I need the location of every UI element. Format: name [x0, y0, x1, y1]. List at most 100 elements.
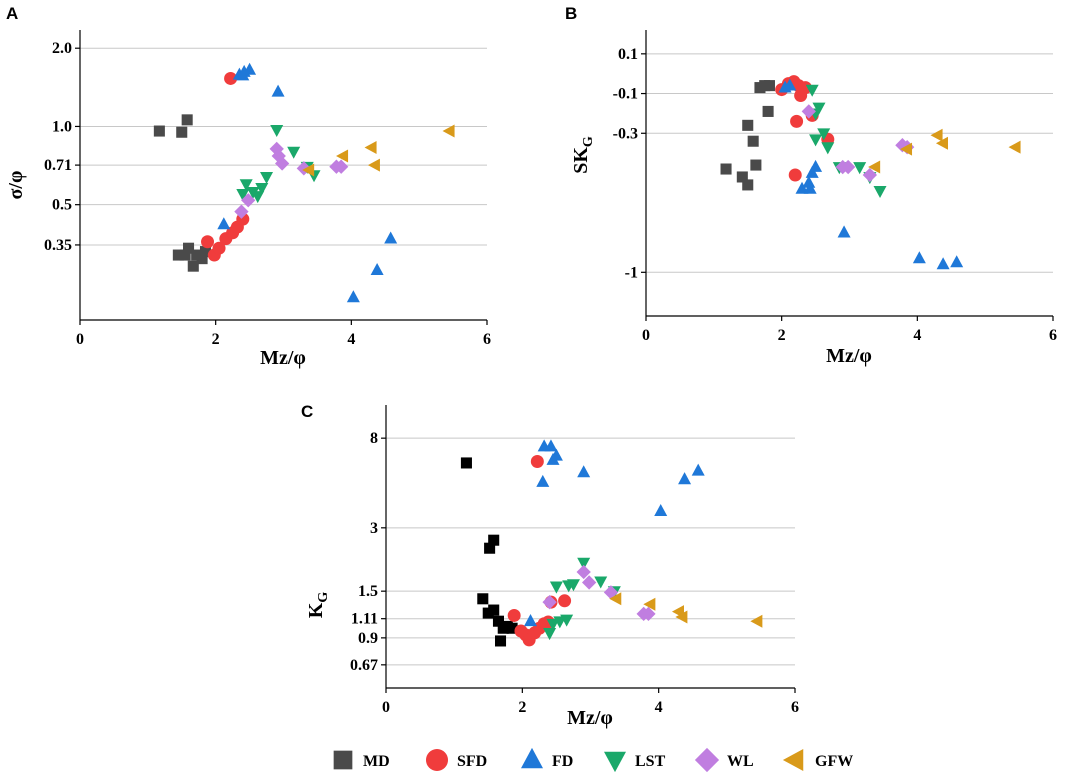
panel-c-x-tick-label: 2	[518, 699, 526, 716]
panel-b-point-fd	[912, 251, 926, 264]
panel-c-y-tick-label: 1.11	[351, 611, 378, 628]
panel-c-point-fd	[678, 472, 692, 485]
legend-label: MD	[363, 753, 390, 770]
panel-c-y-title: KG	[305, 592, 331, 619]
panel-c-point-fd	[691, 463, 705, 476]
panel-c-y-tick-label: 1.5	[358, 583, 378, 600]
legend: MD SFD FD LST WL GFW	[333, 747, 853, 773]
diamond-icon	[694, 747, 720, 773]
panel-c-point-md	[477, 593, 489, 605]
legend-label: WL	[727, 753, 754, 770]
panel-c-point-lst	[566, 579, 580, 592]
panel-a-point-lst	[287, 146, 301, 159]
panel-c-point-fd	[524, 614, 538, 627]
panel-a-y-tick-label: 0.71	[44, 157, 72, 174]
panel-c-point-fd	[536, 474, 550, 487]
panel-c-point-wl	[576, 564, 591, 580]
panel-c-y-tick-label: 0.9	[358, 630, 378, 647]
circle-icon	[426, 749, 448, 771]
panel-b-y-tick-label: 0.1	[618, 46, 638, 63]
panel-a-y-title: σ/φ	[5, 171, 27, 200]
panel-c-x-tick-label: 6	[791, 699, 799, 716]
panel-b-point-md	[742, 179, 754, 191]
panel-b-point-lst	[821, 142, 835, 155]
panel-b-y-tick-label: -0.3	[613, 125, 638, 142]
panel-a-point-lst	[270, 125, 284, 138]
panel-c-point-fd	[544, 439, 558, 452]
panel-b-point-wl	[840, 159, 856, 175]
panel-c-grid	[386, 437, 795, 666]
panel-c-label: C	[301, 402, 313, 421]
panel-a-x-tick-label: 2	[212, 331, 220, 348]
panel-c-x-tick-label: 0	[382, 699, 390, 716]
panel-a-point-fd	[217, 217, 231, 230]
panel-a-point-wl	[241, 193, 256, 208]
panel-b-point-fd	[803, 181, 817, 194]
panel-c-point-gfw	[643, 597, 656, 611]
panel-a-point-fd	[384, 231, 398, 244]
panel-b-point-fd	[795, 181, 809, 194]
panel-b-x-tick-label: 0	[642, 327, 650, 344]
panel-a-point-wl	[334, 159, 349, 174]
panel-a-point-fd	[236, 68, 250, 81]
panel-b-point-lst	[812, 102, 826, 115]
panel-a-point-sfd	[224, 71, 238, 85]
panel-a-point-sfd	[212, 241, 226, 255]
panel-a-point-fd	[271, 84, 285, 97]
panel-b-point-gfw	[900, 142, 913, 156]
panel-c-y-title-sub: G	[316, 592, 331, 603]
square-icon	[333, 750, 353, 770]
panel-c-y-tick-label: 0.67	[350, 657, 378, 674]
panel-a-point-wl	[274, 156, 290, 171]
panel-c-point-gfw	[675, 610, 688, 624]
panel-c-y-title-main: K	[305, 602, 327, 618]
panel-a-point-md	[196, 253, 208, 265]
panel-a-point-gfw	[302, 163, 315, 177]
panel-a-point-gfw	[336, 149, 349, 163]
panel-b-point-fd	[802, 175, 816, 188]
panel-c-x-tick-label: 4	[655, 699, 663, 716]
panel-a: A 0.35 0.5 0.71 1.0 2.0 0 2 4 6 Mz/φ σ/φ	[5, 4, 491, 369]
legend-item-wl: WL	[694, 747, 754, 773]
panel-c-point-gfw	[750, 614, 763, 628]
panel-b-point-sfd	[788, 168, 802, 182]
panel-b-point-lst	[805, 84, 819, 97]
panel-b-y-title-main: SK	[570, 147, 592, 174]
panel-b-point-wl	[801, 104, 816, 119]
panel-a-points	[153, 62, 455, 303]
panel-a-label: A	[6, 4, 18, 23]
panel-a-point-md	[176, 126, 188, 138]
panel-c-points	[460, 439, 763, 647]
panel-b-label: B	[565, 4, 577, 23]
panel-b-y-tick-label: -0.1	[613, 86, 638, 103]
panel-b-point-lst	[873, 186, 887, 199]
panel-b-ticks: 0.1 -0.1 -0.3 -1 0 2 4 6	[613, 46, 1057, 344]
panel-b: B 0.1 -0.1 -0.3 -1 0 2 4 6 Mz/φ SKG	[565, 4, 1057, 367]
panel-c-point-lst	[594, 576, 608, 589]
panel-b-point-md	[762, 105, 774, 117]
panel-a-x-title: Mz/φ	[260, 347, 306, 369]
triangle-left-icon	[782, 749, 804, 771]
panel-c-point-md	[488, 534, 500, 546]
panel-a-point-lst	[236, 189, 250, 202]
panel-a-ticks: 0.35 0.5 0.71 1.0 2.0 0 2 4 6	[44, 40, 491, 348]
panel-a-point-md	[199, 246, 212, 258]
panel-c-point-fd	[549, 448, 563, 461]
panel-c: C 0.67 0.9 1.11 1.5 3 8 0 2 4 6 Mz/φ KG	[301, 402, 799, 729]
panel-c-point-sfd	[558, 594, 572, 608]
panel-b-point-md	[720, 163, 732, 175]
panel-a-point-md	[183, 242, 195, 254]
panel-a-point-lst	[260, 171, 274, 184]
panel-b-point-gfw	[868, 160, 881, 174]
panel-a-point-fd	[346, 290, 360, 303]
panel-b-point-fd	[936, 257, 950, 270]
panel-c-point-lst	[546, 618, 560, 631]
panel-a-point-md	[172, 249, 184, 261]
panel-b-y-tick-label: -1	[625, 264, 638, 281]
panel-b-point-lst	[853, 162, 867, 175]
panel-b-x-tick-label: 6	[1049, 327, 1057, 344]
panel-a-point-md	[181, 114, 193, 126]
panel-c-point-wl	[641, 606, 656, 622]
legend-item-fd: FD	[521, 747, 573, 770]
